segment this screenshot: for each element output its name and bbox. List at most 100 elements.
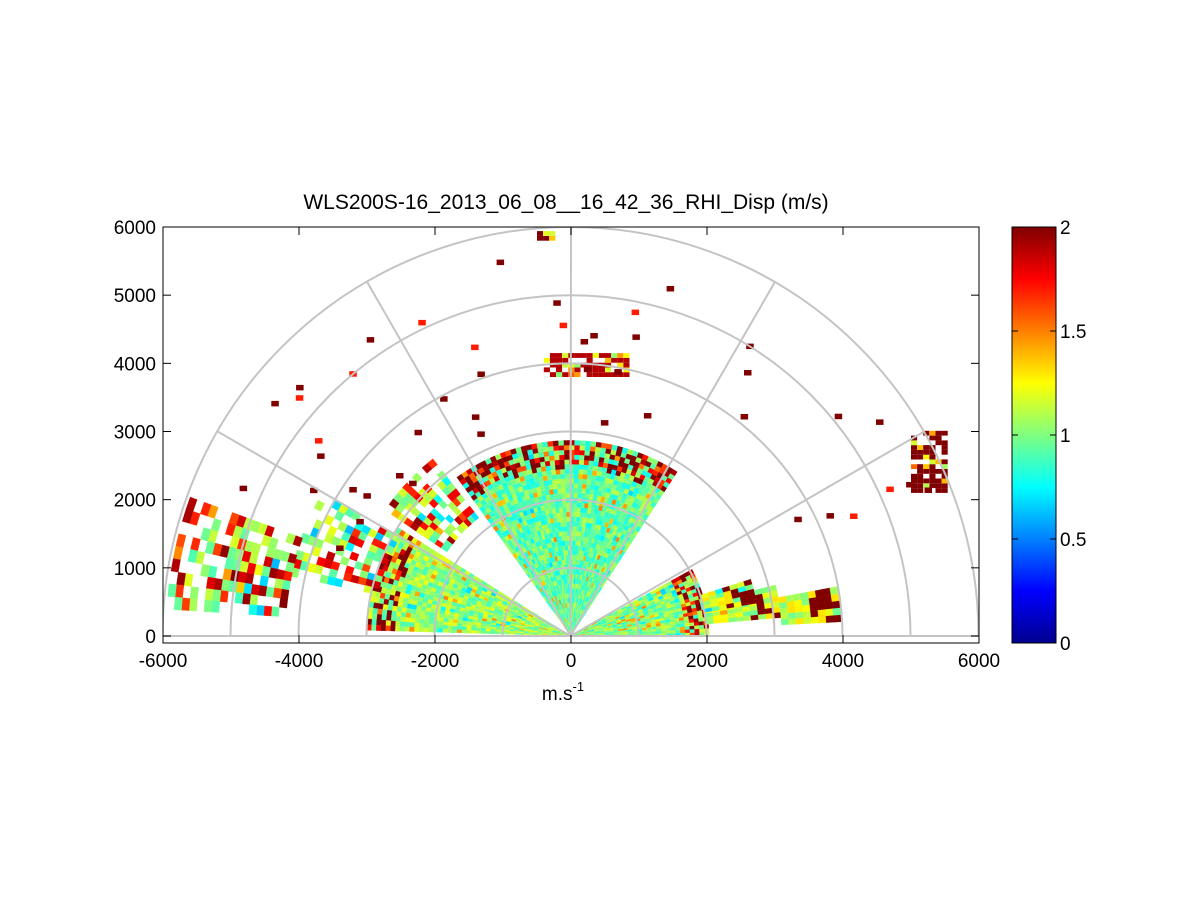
heatmap-cell-west-low	[490, 629, 496, 632]
heatmap-cell-west-low	[452, 625, 458, 630]
heatmap-cell-east-low	[665, 630, 672, 634]
x-axis-label: m.s-1	[542, 679, 584, 705]
heatmap-cell-central-cone	[573, 507, 577, 513]
heatmap-cell-east-low	[646, 631, 653, 635]
heatmap-cell-scatter	[794, 516, 802, 523]
heatmap-cell-east-low	[680, 629, 686, 634]
heatmap-cell-central-cone	[574, 554, 578, 561]
heatmap-cell-west-low	[419, 618, 425, 624]
heatmap-cell-central-cone	[576, 502, 581, 508]
heatmap-cell-west-low	[381, 614, 387, 621]
heatmap-cell-east-streak	[911, 488, 918, 493]
heatmap-cell-west-low	[442, 621, 449, 626]
heatmap-cell-central-cone	[564, 473, 570, 479]
heatmap-cell-west-streak	[189, 586, 199, 600]
heatmap-cell-central-cone	[580, 493, 586, 499]
heatmap-cell-east-streak	[787, 612, 797, 619]
heatmap-cell-west-low	[376, 614, 382, 621]
heatmap-cell-west-low	[419, 614, 426, 620]
heatmap-cell-east-streak	[785, 594, 795, 602]
x-tick-label: -4000	[275, 651, 324, 672]
heatmap-cell-central-cone	[573, 478, 579, 484]
heatmap-cell-central-cone	[583, 455, 590, 461]
heatmap-cell-central-cone	[593, 485, 600, 491]
heatmap-cell-central-cone	[578, 459, 585, 465]
heatmap-cell-central-cone	[573, 473, 579, 479]
heatmap-cell-central-cone	[557, 493, 563, 499]
heatmap-cell-west-streak	[256, 604, 265, 616]
heatmap-cell-scatter	[271, 400, 279, 407]
heatmap-cell-central-cone	[562, 507, 567, 513]
y-tick-label: 3000	[114, 423, 156, 444]
heatmap-cell-scatter	[349, 487, 357, 493]
heatmap-cell-central-cone	[572, 526, 577, 532]
heatmap-cell-scatter	[632, 334, 640, 340]
heatmap-cell-west-low	[471, 627, 477, 631]
heatmap-cell-scatter	[740, 414, 749, 420]
heatmap-cell-central-cone	[558, 449, 565, 456]
heatmap-cell-west-low	[424, 615, 430, 621]
heatmap-cell-central-cone	[560, 478, 566, 484]
x-tick-label: 4000	[822, 651, 864, 672]
heatmap-cell-east-streak	[923, 445, 930, 450]
heatmap-cell-central-cone	[572, 554, 575, 560]
heatmap-cell-central-cone	[574, 550, 578, 556]
heatmap-cell-central-cone	[557, 440, 564, 446]
heatmap-cell-top-returns-5800m	[543, 235, 550, 241]
heatmap-cell-west-low	[461, 623, 468, 628]
heatmap-cell-east-low	[670, 629, 676, 634]
heatmap-cell-east-streak	[923, 469, 930, 474]
heatmap-cell-east-streak	[810, 609, 819, 618]
heatmap-cell-central-cone	[537, 447, 544, 453]
heatmap-cell-east-streak	[935, 440, 942, 446]
heatmap-cell-central-cone	[589, 445, 596, 452]
heatmap-cell-central-cone	[549, 464, 556, 471]
heatmap-cell-cloud-layer-4000m	[562, 357, 569, 363]
heatmap-cell-central-cone	[586, 479, 592, 485]
heatmap-cell-west-low	[442, 628, 448, 633]
heatmap-cell-scatter	[590, 333, 598, 339]
heatmap-cell-east-streak	[941, 459, 948, 465]
heatmap-cell-scatter	[315, 438, 323, 444]
heatmap-cell-east-streak	[935, 488, 942, 493]
heatmap-cell-central-cone	[574, 445, 580, 451]
heatmap-cell-west-low	[447, 628, 453, 633]
heatmap-cell-west-low	[395, 621, 401, 627]
heatmap-cell-central-cone	[543, 455, 550, 462]
heatmap-cell-central-cone	[562, 502, 567, 508]
heatmap-cell-west-low	[442, 625, 448, 630]
y-tick-label: 5000	[114, 286, 156, 307]
heatmap-cell-cloud-layer-4000m	[549, 357, 556, 363]
heatmap-cell-west-low	[386, 609, 393, 616]
heatmap-cell-central-cone	[562, 516, 567, 522]
heatmap-cell-central-cone	[550, 469, 556, 476]
heatmap-cell-east-streak	[929, 464, 936, 469]
heatmap-cell-central-cone	[563, 449, 570, 455]
heatmap-cell-west-streak	[274, 578, 284, 590]
heatmap-cell-east-streak	[935, 478, 942, 484]
heatmap-cell-central-cone	[546, 474, 553, 481]
heatmap-cell-east-streak	[941, 449, 948, 455]
heatmap-cell-central-cone	[572, 516, 577, 522]
heatmap-cell-central-cone	[565, 507, 570, 513]
heatmap-cell-east-streak	[788, 618, 797, 625]
heatmap-cell-central-cone	[571, 592, 574, 599]
heatmap-cell-central-cone	[572, 530, 576, 537]
heatmap-cell-east-streak	[923, 464, 930, 469]
heatmap-cell-cloud-layer-4000m	[605, 367, 612, 373]
heatmap-cell-cloud-layer-4000m	[549, 372, 556, 377]
heatmap-cell-central-cone	[578, 531, 582, 537]
heatmap-cell-scatter	[600, 420, 609, 426]
heatmap-cell-central-cone	[547, 445, 554, 452]
heatmap-cell-cloud-layer-4000m	[543, 367, 550, 373]
heatmap-cell-central-cone	[573, 459, 580, 465]
heatmap-cell-central-cone	[587, 469, 593, 476]
heatmap-cell-west-streak	[204, 588, 214, 601]
heatmap-cell-central-cone	[578, 464, 584, 470]
heatmap-cell-west-streak	[280, 588, 290, 600]
heatmap-cell-central-cone	[577, 535, 582, 542]
colorbar-tick-label: 2	[1060, 218, 1071, 239]
heatmap-cell-cloud-layer-4000m	[586, 357, 593, 363]
heatmap-cell-east-low	[684, 625, 690, 630]
